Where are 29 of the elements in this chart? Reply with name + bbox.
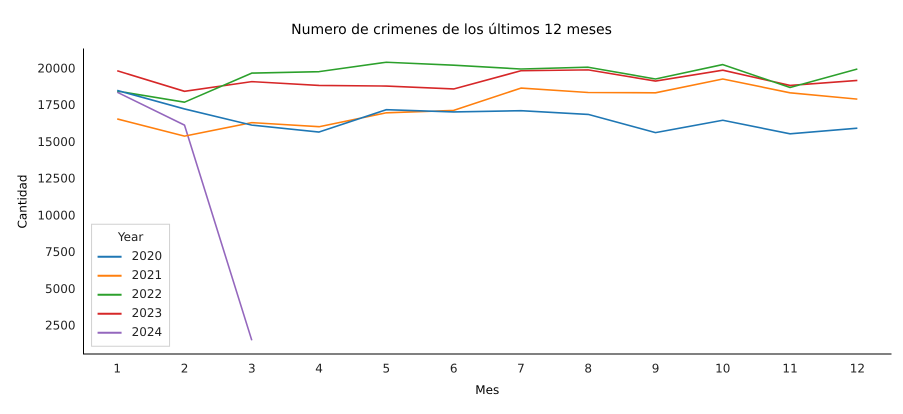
x-tick-label: 9: [652, 362, 660, 376]
x-axis-title: Mes: [475, 382, 500, 397]
y-tick-label: 20000: [37, 61, 76, 76]
legend-label: 2023: [132, 306, 162, 320]
x-tick-label: 8: [584, 362, 592, 376]
y-tick-label: 17500: [37, 98, 76, 112]
y-tick-label: 7500: [45, 245, 76, 260]
x-tick-label: 3: [248, 362, 256, 376]
legend-label: 2020: [132, 248, 162, 263]
y-tick-label: 10000: [37, 208, 76, 222]
x-tick-label: 10: [715, 362, 730, 376]
x-tick-label: 4: [315, 362, 323, 376]
y-tick-label: 12500: [37, 172, 76, 186]
x-tick-label: 7: [517, 362, 525, 376]
legend-title: Year: [116, 230, 144, 244]
x-tick-label: 2: [180, 362, 188, 376]
x-tick-label: 11: [782, 362, 798, 376]
legend-label: 2022: [132, 286, 162, 301]
legend-label: 2021: [132, 268, 162, 282]
chart-title: Numero de crimenes de los últimos 12 meses: [291, 22, 612, 38]
y-axis-title: Cantidad: [15, 174, 30, 228]
y-tick-label: 5000: [45, 282, 76, 296]
y-tick-label: 15000: [37, 134, 76, 149]
x-tick-label: 1: [113, 362, 122, 376]
legend-label: 2024: [132, 324, 162, 339]
y-tick-label: 2500: [45, 318, 76, 332]
x-tick-label: 12: [850, 362, 865, 376]
x-tick-label: 5: [382, 362, 390, 376]
x-tick-label: 6: [450, 362, 458, 376]
